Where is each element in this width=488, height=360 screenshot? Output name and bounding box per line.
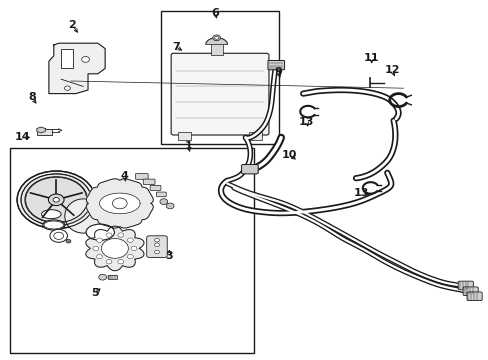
Circle shape <box>112 198 127 209</box>
Circle shape <box>212 35 220 41</box>
Bar <box>178 132 190 140</box>
Text: 1: 1 <box>184 141 192 151</box>
FancyBboxPatch shape <box>241 165 258 174</box>
Bar <box>95 196 107 203</box>
Text: 4: 4 <box>121 171 128 181</box>
Circle shape <box>54 232 63 239</box>
Circle shape <box>96 238 102 242</box>
Circle shape <box>64 86 70 90</box>
Circle shape <box>118 260 123 264</box>
Text: 6: 6 <box>211 8 219 18</box>
Circle shape <box>154 250 159 254</box>
Ellipse shape <box>43 220 64 230</box>
Text: 9: 9 <box>274 67 282 77</box>
Bar <box>61 49 73 68</box>
Ellipse shape <box>44 221 63 229</box>
Bar <box>249 132 261 140</box>
FancyBboxPatch shape <box>143 179 155 184</box>
Ellipse shape <box>41 210 61 219</box>
Polygon shape <box>86 226 143 271</box>
FancyBboxPatch shape <box>171 53 268 135</box>
Text: 8: 8 <box>28 92 36 102</box>
Polygon shape <box>100 193 140 214</box>
Circle shape <box>48 194 64 206</box>
Circle shape <box>53 198 59 202</box>
Text: 13: 13 <box>353 188 369 198</box>
Text: 7: 7 <box>172 42 180 52</box>
Bar <box>37 129 52 135</box>
Circle shape <box>166 203 174 209</box>
Bar <box>107 275 117 279</box>
FancyBboxPatch shape <box>150 185 161 190</box>
FancyBboxPatch shape <box>466 292 481 301</box>
Text: 5: 5 <box>91 288 99 298</box>
Bar <box>161 11 278 144</box>
Bar <box>10 148 254 353</box>
Polygon shape <box>37 127 45 133</box>
Circle shape <box>96 255 102 259</box>
Text: 10: 10 <box>281 150 297 160</box>
Text: 12: 12 <box>384 65 399 75</box>
Circle shape <box>160 199 167 204</box>
Circle shape <box>131 246 137 251</box>
Text: 14: 14 <box>14 132 30 142</box>
FancyBboxPatch shape <box>135 174 148 179</box>
Polygon shape <box>86 179 153 228</box>
Bar <box>210 44 223 55</box>
Circle shape <box>127 255 133 259</box>
Circle shape <box>26 177 86 222</box>
Ellipse shape <box>86 224 114 240</box>
Circle shape <box>93 246 99 251</box>
Circle shape <box>21 174 91 226</box>
Text: 11: 11 <box>363 53 379 63</box>
FancyBboxPatch shape <box>267 60 284 70</box>
Polygon shape <box>205 38 227 44</box>
Circle shape <box>17 171 95 229</box>
Circle shape <box>66 239 71 243</box>
Text: 13: 13 <box>298 117 314 127</box>
Circle shape <box>106 233 112 237</box>
Circle shape <box>127 238 133 242</box>
Text: 3: 3 <box>164 251 172 261</box>
FancyBboxPatch shape <box>156 192 166 197</box>
Circle shape <box>50 229 67 242</box>
Circle shape <box>154 238 159 242</box>
FancyBboxPatch shape <box>146 236 167 257</box>
Circle shape <box>101 238 128 258</box>
Circle shape <box>81 57 89 62</box>
Text: 2: 2 <box>68 20 76 30</box>
Circle shape <box>99 274 106 280</box>
Circle shape <box>154 243 159 247</box>
Circle shape <box>106 260 112 264</box>
FancyBboxPatch shape <box>462 287 477 296</box>
FancyBboxPatch shape <box>457 281 472 290</box>
Polygon shape <box>49 43 105 94</box>
Circle shape <box>214 36 218 39</box>
Ellipse shape <box>64 199 102 233</box>
Circle shape <box>118 233 123 237</box>
